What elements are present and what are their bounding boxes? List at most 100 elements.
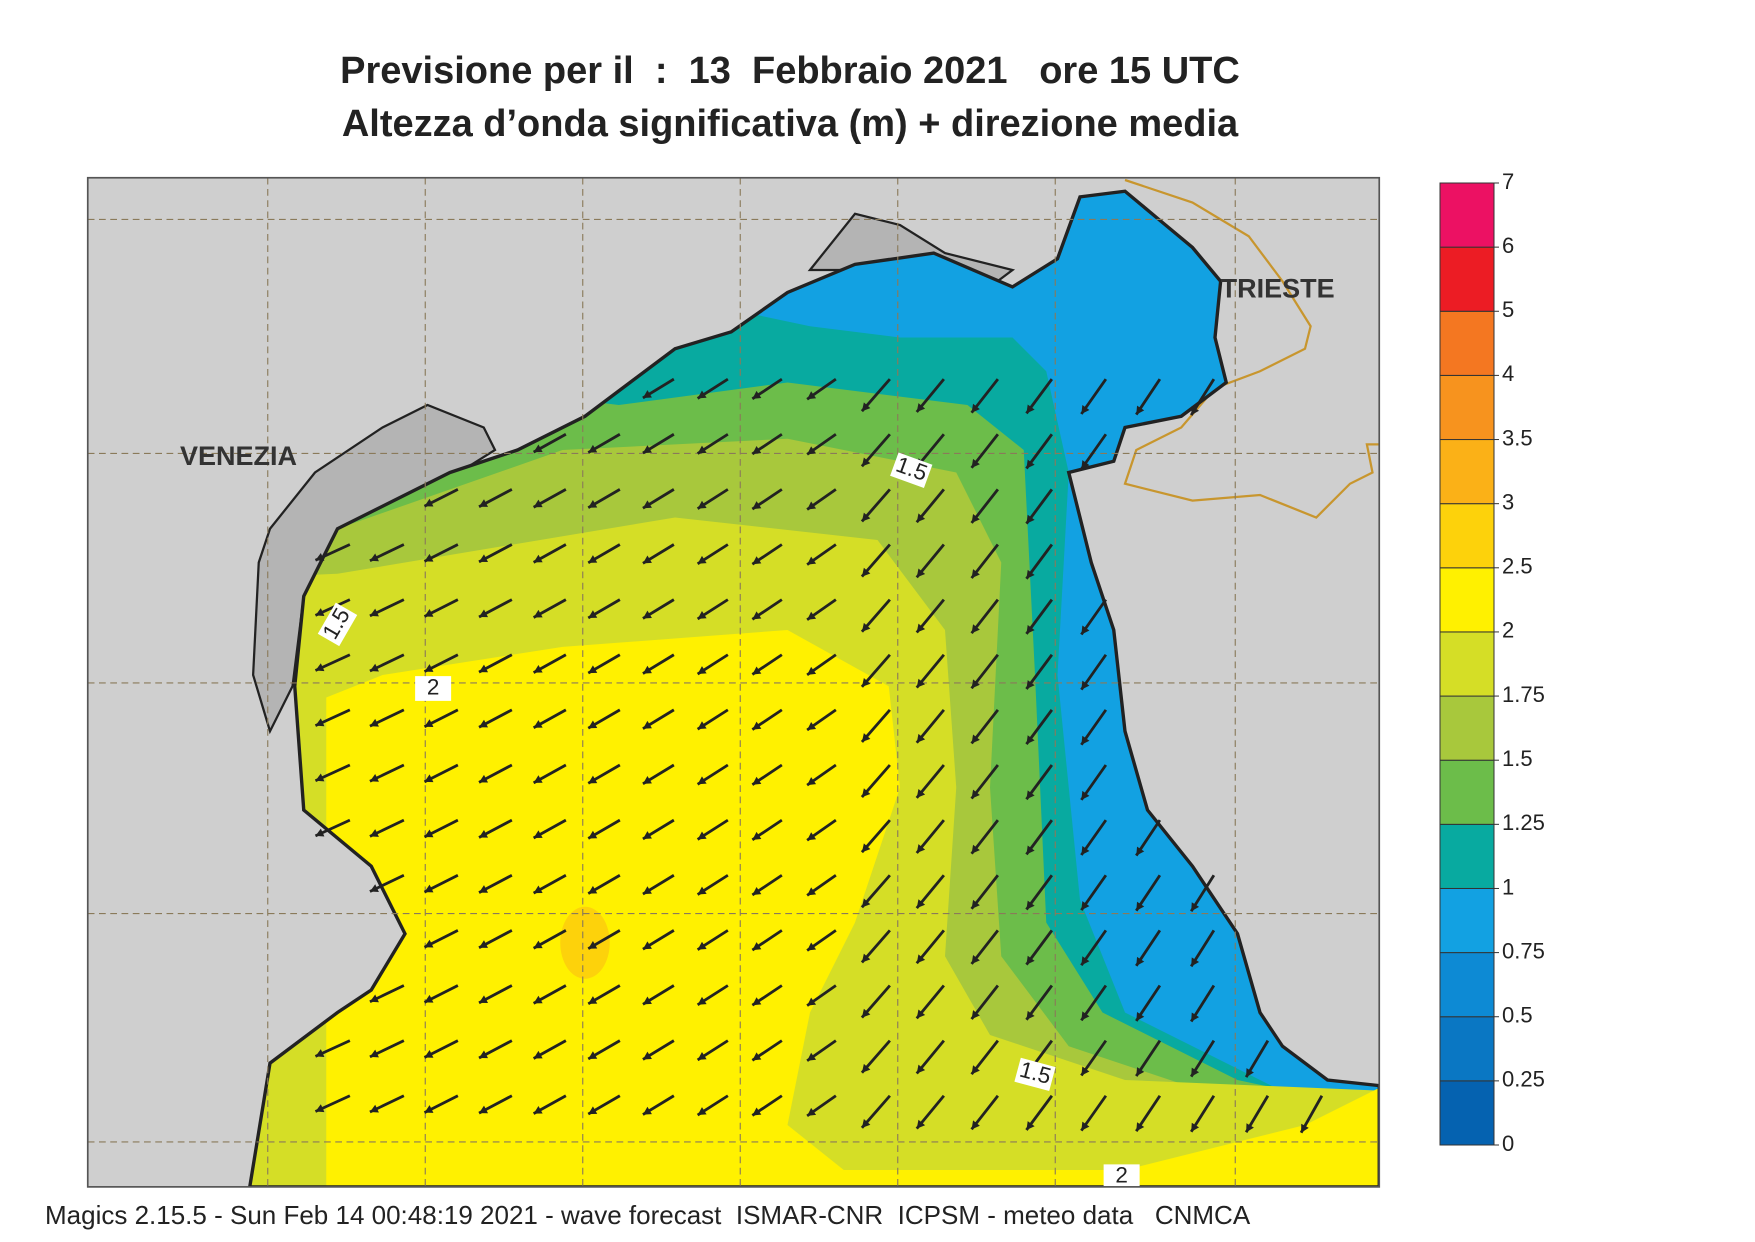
arrow-head: [1081, 680, 1090, 690]
arrow-head: [752, 1107, 762, 1116]
arrow-head: [588, 555, 598, 563]
arrow-head: [1026, 900, 1035, 910]
colorbar-label: 7: [1502, 169, 1514, 194]
arrow-head: [752, 611, 762, 620]
arrow-head: [697, 886, 707, 895]
arrow-head: [642, 776, 652, 784]
arrow-head: [971, 679, 980, 689]
arrow-head: [642, 1106, 652, 1115]
arrow-head: [588, 720, 598, 729]
arrow-head: [971, 403, 980, 413]
arrow-head: [807, 556, 817, 565]
arrow-head: [752, 721, 762, 730]
colorbar-label: 1.25: [1502, 810, 1545, 835]
colorbar-label: 0.5: [1502, 1003, 1533, 1028]
arrow-head: [369, 553, 379, 562]
arrow-head: [424, 498, 434, 507]
arrow-head: [369, 884, 379, 893]
arrow-head: [479, 774, 489, 783]
arrow-head: [916, 733, 926, 743]
arrow-head: [1026, 569, 1035, 579]
arrow-head: [479, 1105, 489, 1114]
arrow-head: [369, 1049, 379, 1058]
arrow-head: [752, 556, 762, 565]
arrow-head: [697, 776, 707, 785]
colorbar-label: 3: [1502, 489, 1514, 514]
arrow-head: [807, 721, 817, 731]
colorbar-swatch: [1439, 631, 1495, 697]
arrow-head: [861, 953, 871, 963]
arrow-head: [697, 445, 707, 454]
arrow-head: [369, 663, 379, 672]
arrow-head: [479, 499, 489, 507]
arrow-head: [424, 1050, 434, 1058]
arrow-head: [1081, 625, 1090, 635]
arrow-head: [971, 1065, 980, 1075]
arrow-head: [588, 610, 598, 618]
colorbar-swatch: [1439, 182, 1495, 248]
arrow-head: [1081, 735, 1090, 745]
arrow-head: [1026, 845, 1035, 855]
arrow-head: [533, 940, 543, 949]
arrow-head: [424, 553, 434, 562]
arrow-head: [971, 955, 980, 964]
arrow-head: [916, 899, 926, 909]
arrow-head: [642, 886, 652, 895]
arrow-head: [861, 1008, 871, 1018]
arrow-head: [588, 444, 598, 453]
arrow-head: [752, 942, 762, 951]
colorbar-label: 5: [1502, 297, 1514, 322]
arrow-head: [424, 664, 434, 672]
arrow-head: [697, 500, 707, 509]
arrow-head: [971, 789, 980, 799]
arrow-head: [533, 444, 543, 453]
arrow-head: [861, 733, 871, 742]
colorbar-swatch: [1439, 246, 1495, 312]
arrow-head: [807, 887, 817, 896]
arrow-head: [752, 501, 762, 510]
colorbar-swatch: [1439, 1080, 1495, 1146]
arrow-head: [916, 678, 926, 688]
arrow-head: [916, 789, 926, 798]
border: [1123, 178, 1380, 519]
arrow-head: [533, 775, 543, 783]
arrow-head: [861, 843, 871, 853]
arrow-head: [1136, 1122, 1145, 1132]
arrow-head: [642, 665, 652, 674]
arrow-head: [315, 1049, 325, 1058]
arrow-head: [1191, 902, 1200, 912]
arrow-head: [807, 666, 817, 675]
colorbar-label: 4: [1502, 361, 1514, 386]
arrow-head: [642, 445, 652, 454]
colorbar-swatch: [1439, 887, 1495, 954]
arrow-head: [588, 996, 598, 1004]
arrow-head: [807, 446, 817, 455]
arrow-head: [642, 720, 652, 729]
arrow-head: [1081, 460, 1090, 470]
arrow-head: [807, 501, 817, 510]
arrows: [314, 377, 1324, 1134]
arrow-head: [971, 514, 980, 523]
arrow-head: [916, 1064, 926, 1074]
arrow-head: [697, 941, 707, 950]
colorbar-swatch: [1439, 952, 1495, 1018]
arrow-head: [642, 390, 652, 398]
arrow-head: [369, 829, 379, 837]
arrow-head: [642, 555, 652, 564]
colorbar-label: 2: [1502, 618, 1514, 643]
arrow-head: [1136, 1011, 1145, 1021]
arrow-head: [916, 1009, 926, 1019]
map: 1.51.521.52 VENEZIA TRIESTE: [86, 176, 1381, 1188]
arrow-head: [479, 995, 489, 1003]
colorbar-swatch: [1439, 823, 1495, 889]
arrow-head: [424, 939, 434, 948]
arrow-head: [1081, 1121, 1090, 1131]
arrow-head: [697, 611, 707, 619]
arrow-head: [1026, 790, 1035, 800]
arrow-head: [807, 391, 817, 400]
arrow-head: [861, 622, 871, 632]
arrow-head: [752, 997, 762, 1006]
arrow-head: [1191, 957, 1200, 967]
arrow-head: [697, 1052, 707, 1060]
colorbar-label: 6: [1502, 233, 1514, 258]
